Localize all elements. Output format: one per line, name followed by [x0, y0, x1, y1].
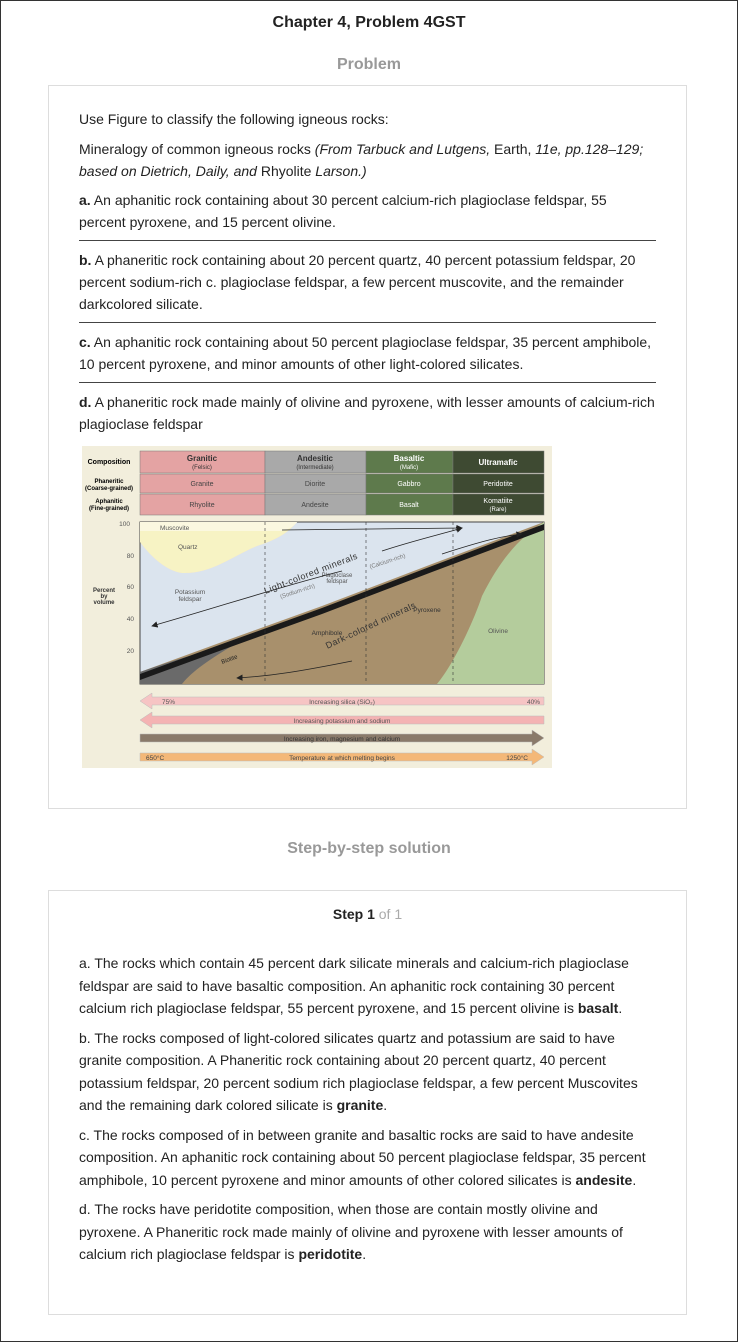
rock-name: Rhyolite [189, 502, 214, 509]
trend-arrows: 75% Increasing silica (SiO₂) 40% Increas… [139, 692, 545, 766]
y-axis-label: by [100, 594, 108, 600]
arrow-left-value: 75% [162, 699, 175, 706]
arrow-temperature [139, 748, 545, 766]
cell-peridotite [452, 473, 545, 494]
solution-a: a. The rocks which contain 45 percent da… [79, 955, 629, 1016]
label-feldspar: feldspar [178, 596, 202, 603]
row-label-phaneritic-sub: (Coarse-grained) [85, 486, 133, 492]
arrow-label: Increasing iron, magnesium and calcium [284, 736, 400, 743]
y-tick: 100 [119, 521, 130, 528]
figure-caption: Mineralogy of common igneous rocks (From… [79, 141, 644, 179]
label-pyroxene: Pyroxene [413, 607, 441, 614]
solution-d: d. The rocks have peridotite composition… [79, 1201, 623, 1262]
rock-name: Gabbro [397, 481, 420, 488]
y-tick: 40 [127, 616, 135, 623]
label-plagioclase-feldspar: feldspar [326, 579, 347, 585]
arrow-amphibole [236, 660, 353, 681]
y-tick: 20 [127, 648, 135, 655]
label-muscovite: Muscovite [160, 525, 190, 532]
y-axis-label: volume [93, 600, 115, 606]
solution-card: Step 1 of 1 a. The rocks which contain 4… [48, 890, 687, 1315]
page-title: Chapter 4, Problem 4GST [272, 14, 466, 31]
rock-name: Granite [191, 481, 214, 488]
question-divider [79, 240, 656, 241]
arrow-pyroxene [441, 531, 523, 555]
composition-table: Granitic (Felsic) Andesitic (Intermediat… [139, 450, 545, 516]
rock-name: Andesite [301, 502, 328, 509]
mineral-plot: Muscovite Quartz Potassium feldspar Ligh… [139, 521, 545, 685]
rock-name: Basalt [399, 502, 419, 509]
label-biotite: Biotite [221, 654, 239, 666]
arrow-silica [139, 692, 545, 710]
col-name: Andesitic [297, 454, 334, 463]
col-name: Ultramafic [478, 458, 518, 467]
label-amphibole: Amphibole [312, 630, 343, 637]
col-sub: (Intermediate) [296, 465, 333, 471]
arrow-iron [139, 729, 545, 747]
arrow-left-value: 650°C [146, 754, 164, 762]
problem-heading: Problem [336, 56, 401, 73]
row-label-aphanitic-sub: (Fine-grained) [89, 506, 129, 512]
col-name: Basaltic [394, 454, 425, 463]
solution-c: c. The rocks composed of in between gran… [79, 1126, 646, 1188]
biotite-area [140, 646, 232, 684]
solution-heading: Step-by-step solution [287, 840, 451, 857]
problem-intro: Use Figure to classify the following ign… [79, 111, 389, 127]
col-name: Granitic [187, 454, 218, 463]
cell-komatiite [452, 493, 545, 516]
y-tick: 60 [127, 584, 135, 591]
label-olivine: Olivine [488, 628, 508, 635]
row-label-composition: Composition [88, 459, 131, 466]
igneous-rock-figure: Composition Phaneritic (Coarse-grained) … [82, 446, 552, 768]
rock-name-sub: (Rare) [489, 507, 506, 513]
label-quartz: Quartz [178, 544, 198, 551]
arrow-right-value: 1250°C [506, 754, 528, 762]
label-potassium: Potassium [175, 589, 205, 596]
arrow-sodium [151, 570, 343, 628]
arrow-potassium [139, 711, 545, 729]
col-sub: (Mafic) [400, 465, 418, 471]
row-label-aphanitic: Aphanitic [95, 499, 123, 505]
arrow-label: Temperature at which melting begins [289, 755, 396, 762]
mineralogy-diagram: Composition Phaneritic (Coarse-grained) … [82, 446, 552, 768]
col-sub: (Felsic) [192, 465, 212, 471]
col-ultramafic-header [452, 450, 545, 474]
question-a: a. An aphanitic rock containing about 30… [79, 192, 607, 230]
question-divider [79, 322, 656, 323]
arrow-top [281, 524, 463, 532]
solution-body: a. The rocks which contain 45 percent da… [79, 952, 656, 1266]
muscovite-area [140, 522, 297, 531]
problem-card: Use Figure to classify the following ign… [48, 85, 687, 809]
quartz-area [140, 522, 297, 574]
question-divider [79, 382, 656, 383]
rock-name: Peridotite [483, 481, 513, 488]
arrow-calcium [381, 526, 463, 552]
question-b: b. A phaneritic rock containing about 20… [79, 252, 636, 312]
solution-b: b. The rocks composed of light-colored s… [79, 1029, 638, 1114]
arrow-label: Increasing silica (SiO₂) [309, 699, 375, 706]
y-axis-label: Percent [93, 588, 115, 594]
question-c: c. An aphanitic rock containing about 50… [79, 334, 652, 372]
arrow-right-value: 40% [527, 699, 540, 706]
y-tick: 80 [127, 553, 135, 560]
row-label-phaneritic: Phaneritic [94, 479, 124, 485]
arrow-label: Increasing potassium and sodium [294, 718, 391, 725]
olivine-area [437, 522, 544, 684]
boundary-band [140, 524, 544, 684]
rock-name: Komatiite [483, 498, 512, 505]
question-d: d. A phaneritic rock made mainly of oliv… [79, 394, 655, 432]
label-plagioclase: Plagioclase [322, 573, 353, 579]
step-title: Step 1 of 1 [332, 906, 403, 922]
rock-name: Diorite [305, 481, 325, 488]
